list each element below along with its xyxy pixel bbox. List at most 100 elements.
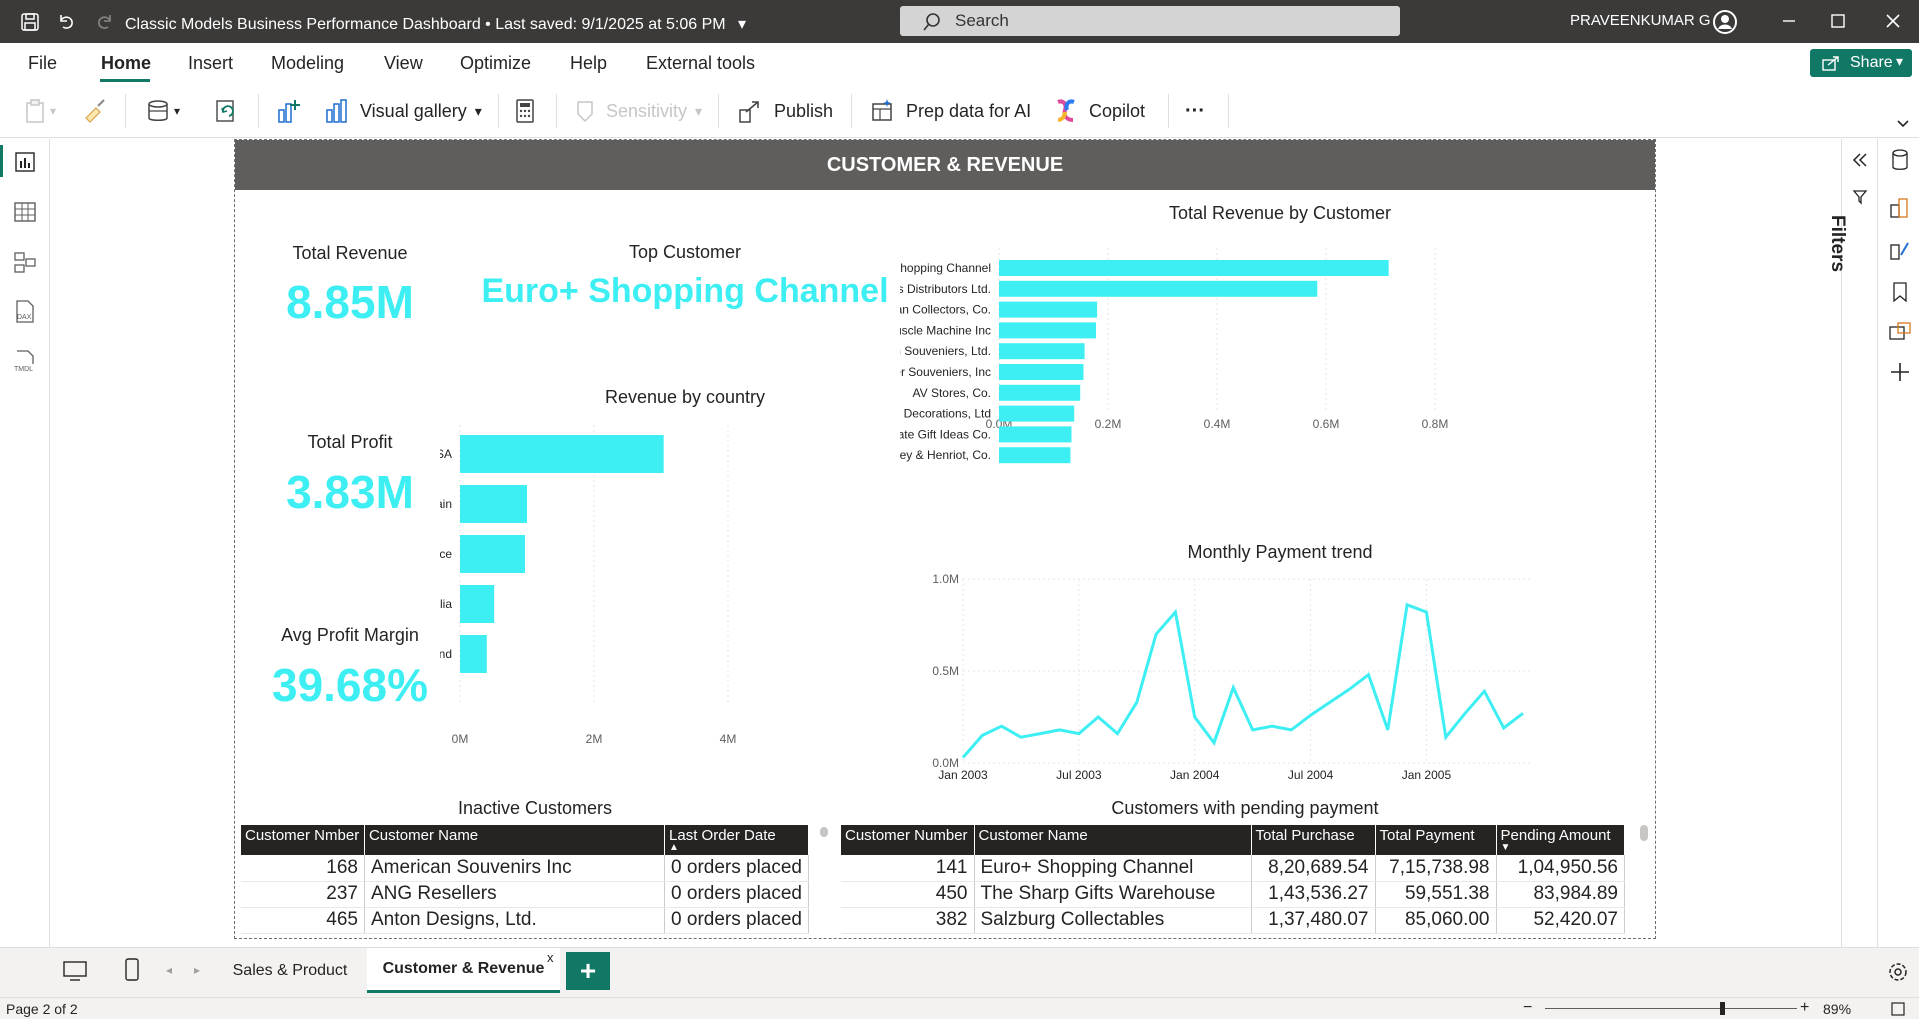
- menu-file[interactable]: File: [28, 53, 58, 73]
- model-view-icon[interactable]: [12, 249, 38, 275]
- filters-pane-label[interactable]: Filters: [1827, 215, 1848, 273]
- format-pane-icon[interactable]: [1887, 237, 1913, 263]
- table-row[interactable]: 450 The Sharp Gifts Warehouse 1,43,536.27 5…: [841, 881, 1625, 908]
- refresh-button[interactable]: [214, 96, 240, 126]
- revenue-by-customer-chart[interactable]: 0.0M0.2M0.4M0.6M0.8MEuro+ Shopping Chann…: [900, 240, 1660, 530]
- avg-profit-margin-value[interactable]: 39.68%: [271, 659, 428, 711]
- zoom-slider[interactable]: [1545, 1008, 1797, 1009]
- close-tab-icon[interactable]: x: [547, 950, 554, 965]
- share-button[interactable]: Share ▾: [1810, 49, 1912, 77]
- next-page-icon[interactable]: ▸: [194, 963, 201, 977]
- column-header[interactable]: Total Payment: [1375, 825, 1497, 855]
- selection-pane-icon[interactable]: [1887, 319, 1913, 345]
- fit-to-page-icon[interactable]: [1890, 1001, 1906, 1020]
- menu-insert[interactable]: Insert: [188, 53, 234, 73]
- table-row[interactable]: 168 American Souvenirs Inc 0 orders placed: [241, 855, 809, 882]
- visualizations-pane-icon[interactable]: [1887, 195, 1913, 221]
- publish-button[interactable]: Publish: [738, 96, 833, 126]
- search-input[interactable]: Search: [900, 6, 1400, 36]
- customer-bar[interactable]: [999, 447, 1071, 464]
- column-header[interactable]: Customer Name: [974, 825, 1252, 855]
- scrollbar[interactable]: [820, 827, 828, 837]
- column-header[interactable]: Total Purchase: [1251, 825, 1376, 855]
- menu-home[interactable]: Home: [101, 53, 152, 73]
- report-view-icon[interactable]: [12, 149, 38, 175]
- save-icon[interactable]: [18, 10, 42, 34]
- tab-customer-revenue[interactable]: Customer & Revenue: [367, 948, 560, 993]
- table-row[interactable]: 382 Salzburg Collectables 1,37,480.07 85,06…: [841, 907, 1625, 934]
- previous-page-icon[interactable]: ◂: [166, 963, 173, 977]
- zoom-level[interactable]: 89%: [1823, 1001, 1852, 1017]
- country-bar[interactable]: [460, 585, 495, 623]
- zoom-out-icon[interactable]: −: [1523, 999, 1533, 1016]
- menu-modeling[interactable]: Modeling: [271, 53, 345, 73]
- customer-bar[interactable]: [999, 280, 1318, 297]
- customer-bar[interactable]: [999, 343, 1085, 360]
- country-bar[interactable]: [460, 635, 487, 673]
- mobile-layout-icon[interactable]: [124, 958, 140, 987]
- column-header[interactable]: Customer Number: [841, 825, 975, 855]
- copilot-button[interactable]: Copilot: [1053, 96, 1145, 126]
- paste-button[interactable]: ▾: [24, 96, 56, 126]
- more-options-button[interactable]: ···: [1185, 99, 1205, 122]
- visual-gallery-button[interactable]: Visual gallery ▾: [324, 96, 482, 126]
- revenue-by-country-chart[interactable]: 0M 2M 4M USA Spain France Australia New Zealand: [440, 415, 910, 795]
- column-header[interactable]: Last Order Date ▲: [664, 825, 809, 855]
- chevron-down-icon[interactable]: ▾: [738, 16, 747, 33]
- table-row[interactable]: 237 ANG Resellers 0 orders placed: [241, 881, 809, 908]
- customer-bar[interactable]: [999, 384, 1081, 401]
- get-data-button[interactable]: ▾: [146, 96, 180, 126]
- dax-query-view-icon[interactable]: DAX: [12, 299, 38, 325]
- country-bar[interactable]: [460, 535, 525, 573]
- collapse-filters-icon[interactable]: [1847, 147, 1873, 173]
- tab-sales-product[interactable]: Sales & Product: [232, 961, 348, 979]
- customer-bar[interactable]: [999, 260, 1389, 276]
- undo-icon[interactable]: [55, 10, 79, 34]
- table-row[interactable]: 141 Euro+ Shopping Channel 8,20,689.54 7,15…: [841, 855, 1625, 882]
- format-painter-button[interactable]: [82, 96, 108, 126]
- tmdl-view-icon[interactable]: TMDL: [12, 349, 38, 375]
- table-row[interactable]: 465 Anton Designs, Ltd. 0 orders placed: [241, 907, 809, 934]
- sensitivity-button[interactable]: Sensitivity ▾: [574, 96, 702, 126]
- total-revenue-value[interactable]: 8.85M: [286, 276, 414, 328]
- table-view-icon[interactable]: [12, 199, 38, 225]
- minimize-icon[interactable]: [1776, 8, 1802, 34]
- menu-optimize[interactable]: Optimize: [460, 53, 532, 73]
- close-icon[interactable]: [1880, 8, 1906, 34]
- bookmark-icon[interactable]: [1887, 279, 1913, 305]
- menu-view[interactable]: View: [384, 53, 423, 73]
- customer-bar[interactable]: [999, 301, 1098, 318]
- monthly-payment-trend-chart[interactable]: 0.0M 0.5M 1.0M Jan 2003 Jul 2003 Jan 2004 Jul …: [900, 565, 1660, 790]
- new-visual-button[interactable]: [276, 96, 302, 126]
- avatar[interactable]: [1712, 9, 1738, 35]
- country-bar[interactable]: [460, 485, 527, 523]
- user-name[interactable]: PRAVEENKUMAR G: [1570, 12, 1711, 29]
- add-page-button[interactable]: +: [566, 952, 610, 990]
- zoom-slider-handle[interactable]: [1720, 1002, 1725, 1015]
- country-bar[interactable]: [460, 435, 664, 473]
- top-customer-value[interactable]: Euro+ Shopping Channel: [481, 272, 889, 310]
- menu-help[interactable]: Help: [570, 53, 608, 73]
- total-profit-value[interactable]: 3.83M: [286, 466, 414, 518]
- filter-icon[interactable]: [1847, 184, 1873, 210]
- scrollbar[interactable]: [1640, 825, 1648, 841]
- new-measure-button[interactable]: [514, 96, 538, 126]
- column-header[interactable]: Pending Amount ▼: [1496, 825, 1625, 855]
- prep-data-button[interactable]: Prep data for AI: [870, 96, 1031, 126]
- table-cell: 0 orders placed: [664, 881, 809, 908]
- column-header[interactable]: Customer Nmber: [241, 825, 365, 855]
- redo-icon[interactable]: [92, 10, 116, 34]
- desktop-layout-icon[interactable]: [62, 960, 88, 987]
- customer-bar[interactable]: [999, 426, 1072, 443]
- add-pane-icon[interactable]: [1887, 359, 1913, 385]
- column-header[interactable]: Customer Name: [364, 825, 666, 855]
- maximize-icon[interactable]: [1825, 8, 1851, 34]
- customer-bar[interactable]: [999, 364, 1084, 380]
- customer-bar[interactable]: [999, 405, 1075, 422]
- menu-external-tools[interactable]: External tools: [646, 53, 756, 73]
- settings-icon[interactable]: [1886, 960, 1910, 989]
- customer-bar[interactable]: [999, 322, 1097, 339]
- data-pane-icon[interactable]: [1887, 147, 1913, 173]
- collapse-ribbon-icon[interactable]: [1897, 116, 1909, 132]
- zoom-in-icon[interactable]: +: [1800, 999, 1810, 1016]
